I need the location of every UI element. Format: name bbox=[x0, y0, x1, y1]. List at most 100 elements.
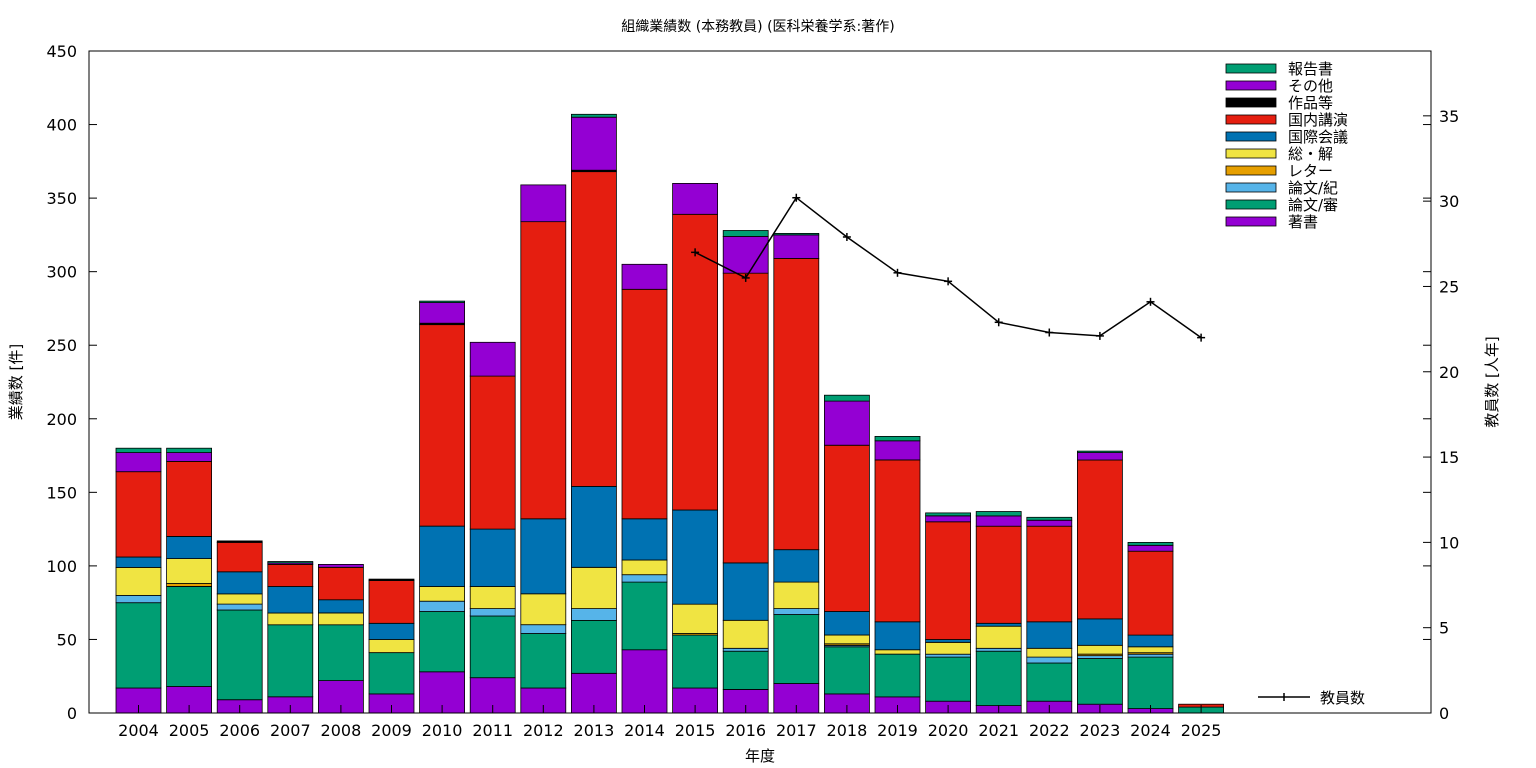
legend-item: 国内講演 bbox=[1225, 111, 1348, 129]
y2-tick-label: 5 bbox=[1439, 619, 1449, 638]
legend-item: 作品等 bbox=[1225, 94, 1333, 112]
line-point bbox=[1146, 297, 1155, 306]
bar-segment bbox=[115, 594, 162, 604]
bar-segment bbox=[166, 447, 213, 454]
bar-segment bbox=[672, 603, 718, 634]
bar-segment bbox=[874, 435, 921, 442]
bar-segment bbox=[216, 609, 263, 701]
legend-swatch bbox=[1225, 182, 1277, 193]
y-tick-label: 150 bbox=[46, 483, 77, 502]
x-tick-label: 2005 bbox=[169, 721, 210, 740]
bar-segment bbox=[115, 447, 162, 454]
bar-segment bbox=[571, 567, 617, 610]
legend-item: レター bbox=[1225, 162, 1333, 180]
legend-item-line: 教員数 bbox=[1258, 689, 1365, 707]
x-tick-label: 2020 bbox=[928, 721, 969, 740]
bar-segment bbox=[115, 556, 162, 568]
bar-segment bbox=[419, 324, 466, 527]
legend-item: 論文/審 bbox=[1225, 196, 1338, 214]
x-tick-label: 2024 bbox=[1130, 721, 1171, 740]
bar-segment bbox=[216, 593, 263, 605]
bar-segment bbox=[267, 612, 314, 626]
bar-segment bbox=[824, 634, 870, 645]
legend-swatch bbox=[1225, 63, 1277, 74]
legend-label: レター bbox=[1288, 162, 1333, 180]
bar-segment bbox=[975, 515, 1022, 527]
bar-segment bbox=[317, 564, 364, 568]
bar-segment bbox=[166, 460, 213, 537]
bar-segment bbox=[975, 647, 1022, 652]
y-tick-label: 300 bbox=[46, 263, 77, 282]
bar-segment bbox=[166, 536, 213, 560]
y2-tick-label: 10 bbox=[1439, 533, 1459, 552]
bar-segment bbox=[824, 611, 870, 636]
legend-swatch bbox=[1225, 216, 1277, 227]
bar-segment bbox=[571, 116, 617, 171]
bar-segment bbox=[571, 171, 617, 487]
legend-item: 著書 bbox=[1225, 213, 1318, 231]
y-tick-label: 350 bbox=[46, 189, 77, 208]
bar-segment bbox=[520, 221, 567, 520]
bar-segment bbox=[267, 586, 314, 614]
axes-group: 0501001502002503003504004500510152025303… bbox=[46, 42, 1459, 740]
bar-segment bbox=[672, 213, 718, 511]
bar-segment bbox=[166, 452, 213, 462]
bar-segment bbox=[520, 633, 567, 689]
bar-segment bbox=[672, 634, 718, 689]
bar-segment bbox=[469, 608, 516, 617]
line-point bbox=[741, 273, 750, 282]
bar-segment bbox=[824, 444, 870, 612]
bar-segment bbox=[925, 656, 971, 702]
y-tick-label: 100 bbox=[46, 557, 77, 576]
line-point bbox=[1197, 333, 1206, 342]
bar-segment bbox=[1127, 646, 1174, 654]
x-tick-label: 2007 bbox=[270, 721, 311, 740]
legend-item: その他 bbox=[1225, 77, 1333, 95]
x-tick-label: 2009 bbox=[371, 721, 412, 740]
bar-segment bbox=[824, 646, 870, 695]
line-layer bbox=[691, 193, 1206, 342]
bar-segment bbox=[520, 593, 567, 626]
bar-segment bbox=[874, 459, 921, 623]
x-tick-label: 2023 bbox=[1080, 721, 1121, 740]
bar-segment bbox=[621, 649, 668, 714]
y2-tick-label: 0 bbox=[1439, 704, 1449, 723]
bar-segment bbox=[1026, 525, 1073, 623]
legend-swatch bbox=[1225, 131, 1277, 142]
legend-swatch bbox=[1225, 80, 1277, 91]
legend-label: 国内講演 bbox=[1288, 111, 1348, 129]
bar-segment bbox=[469, 375, 516, 530]
bar-segment bbox=[1127, 544, 1174, 552]
bar-segment bbox=[925, 512, 971, 517]
x-tick-label: 2014 bbox=[624, 721, 665, 740]
bar-segment bbox=[571, 619, 617, 674]
bar-segment bbox=[925, 515, 971, 523]
bar-segment bbox=[1127, 634, 1174, 648]
y2-tick-label: 30 bbox=[1439, 192, 1459, 211]
y2-tick-label: 35 bbox=[1439, 107, 1459, 126]
bar-segment bbox=[1077, 618, 1123, 646]
bar-segment bbox=[975, 525, 1022, 624]
bar-segment bbox=[874, 653, 921, 698]
bar-segment bbox=[773, 614, 820, 684]
legend-item: 報告書 bbox=[1225, 60, 1333, 78]
bar-segment bbox=[166, 583, 213, 587]
legend-label: 総・解 bbox=[1288, 145, 1333, 163]
line-point bbox=[792, 193, 801, 202]
line-point bbox=[691, 248, 700, 257]
bar-segment bbox=[874, 621, 921, 651]
legend-swatch bbox=[1225, 199, 1277, 210]
bar-segment bbox=[571, 608, 617, 621]
bar-segment bbox=[571, 485, 617, 568]
bar-segment bbox=[469, 341, 516, 377]
bar-segment bbox=[115, 602, 162, 689]
x-tick-label: 2017 bbox=[776, 721, 817, 740]
y-tick-label: 50 bbox=[57, 630, 77, 649]
bar-segment bbox=[722, 647, 769, 652]
bar-segment bbox=[773, 257, 820, 551]
bar-segment bbox=[317, 624, 364, 682]
bar-segment bbox=[115, 471, 162, 558]
y-tick-label: 250 bbox=[46, 336, 77, 355]
bar-segment bbox=[166, 558, 213, 584]
